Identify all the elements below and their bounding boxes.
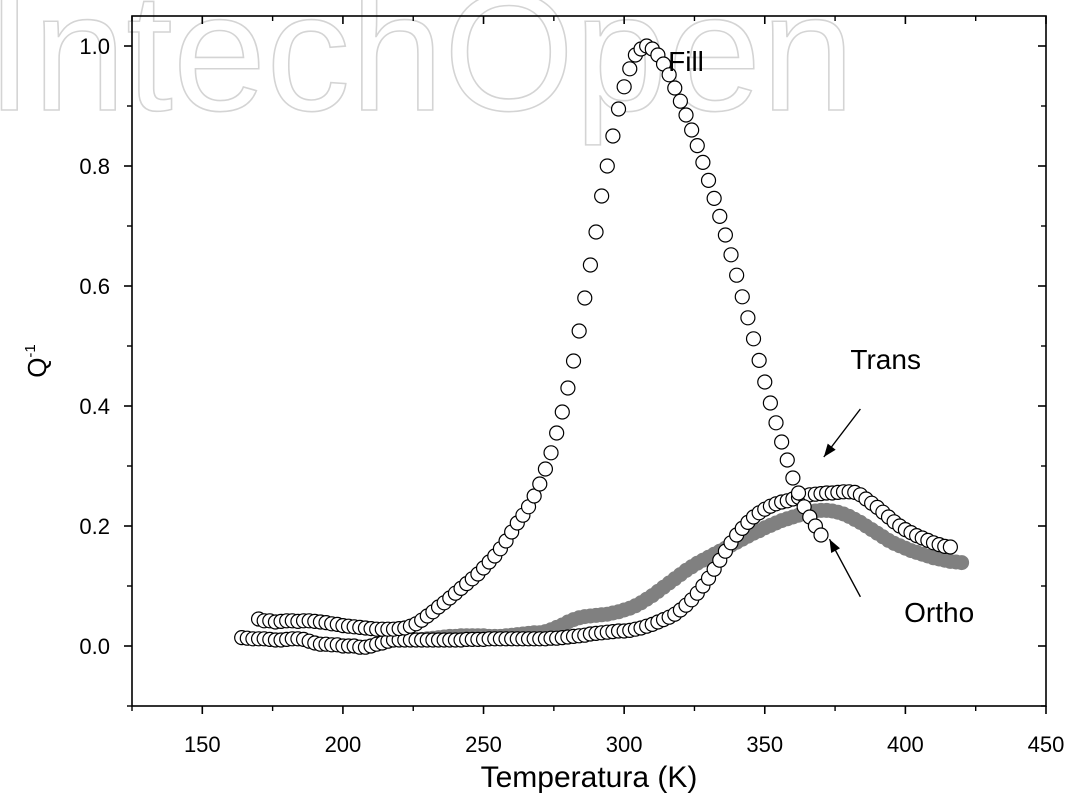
- fill-point: [532, 476, 548, 492]
- fill-point: [582, 257, 599, 273]
- x-tick-label: 250: [465, 732, 502, 757]
- annotations: Fill Trans Ortho: [668, 46, 974, 628]
- y-axis-label-superscript: -1: [22, 344, 39, 357]
- y-axis-label: Q-1: [22, 344, 52, 378]
- fill-point: [661, 67, 677, 83]
- fill-point: [594, 188, 610, 204]
- x-tick-label: 200: [325, 732, 362, 757]
- fill-point: [734, 289, 750, 305]
- fill-point: [571, 323, 587, 339]
- fill-point: [622, 61, 638, 77]
- series-fill: [250, 38, 829, 637]
- fill-point: [762, 395, 778, 411]
- fill-point: [712, 208, 728, 224]
- y-tick-label: 0.6: [79, 274, 110, 299]
- y-tick-label: 0.4: [79, 394, 110, 419]
- x-tick-label: 400: [887, 732, 924, 757]
- fill-point: [610, 101, 627, 117]
- fill-point: [740, 310, 756, 326]
- fill-point: [779, 452, 795, 468]
- ortho-arrow-head: [829, 539, 841, 554]
- fill-point: [700, 172, 717, 188]
- x-tick-label: 300: [606, 732, 643, 757]
- series-trans: [234, 484, 958, 655]
- fill-point: [588, 224, 604, 240]
- x-axis: 150 200 250 300 350 400 450: [131, 16, 1065, 757]
- fill-point: [813, 527, 829, 543]
- y-tick-label: 1.0: [79, 34, 110, 59]
- fill-point: [667, 80, 683, 96]
- fill-point: [768, 415, 784, 431]
- fill-point: [672, 93, 689, 109]
- fill-point: [543, 445, 559, 461]
- y-axis: 0.0 0.2 0.4 0.6 0.8 1.0: [79, 34, 1046, 707]
- trans-arrow-head: [823, 443, 836, 457]
- x-axis-label: Temperatura (K): [481, 761, 698, 794]
- fill-point: [565, 353, 582, 369]
- fill-point: [757, 374, 773, 390]
- series-ortho: [402, 502, 970, 648]
- annotation-ortho: Ortho: [904, 597, 974, 628]
- fill-point: [605, 128, 621, 144]
- y-tick-label: 0.8: [79, 154, 110, 179]
- y-tick-label: 0.2: [79, 514, 110, 539]
- fill-point: [723, 247, 739, 263]
- fill-point: [577, 290, 593, 306]
- annotation-trans: Trans: [850, 344, 921, 375]
- fill-point: [745, 331, 762, 347]
- fill-point: [751, 352, 767, 368]
- annotation-arrows: [823, 408, 862, 598]
- fill-point: [554, 404, 570, 420]
- fill-point: [678, 107, 694, 123]
- fill-point: [689, 138, 705, 154]
- fill-point: [774, 434, 790, 450]
- annotation-fill: Fill: [668, 46, 704, 77]
- fill-point: [599, 158, 615, 174]
- fill-point: [790, 485, 807, 501]
- fill-point: [717, 227, 733, 243]
- x-tick-label: 450: [1028, 732, 1065, 757]
- y-tick-label: 0.0: [79, 634, 110, 659]
- fill-point: [706, 190, 722, 206]
- trans-point: [942, 539, 958, 555]
- fill-point: [785, 470, 801, 486]
- ortho-point: [954, 555, 970, 571]
- fill-point: [560, 380, 576, 396]
- fill-point: [537, 461, 554, 477]
- fill-point: [549, 425, 565, 441]
- fill-point: [695, 154, 711, 170]
- fill-point: [616, 79, 632, 95]
- y-axis-label-base: Q: [22, 358, 52, 378]
- fill-point: [684, 122, 700, 138]
- fill-point: [729, 267, 745, 283]
- x-tick-label: 350: [746, 732, 783, 757]
- plot-frame: [131, 15, 1047, 707]
- x-tick-label: 150: [184, 732, 221, 757]
